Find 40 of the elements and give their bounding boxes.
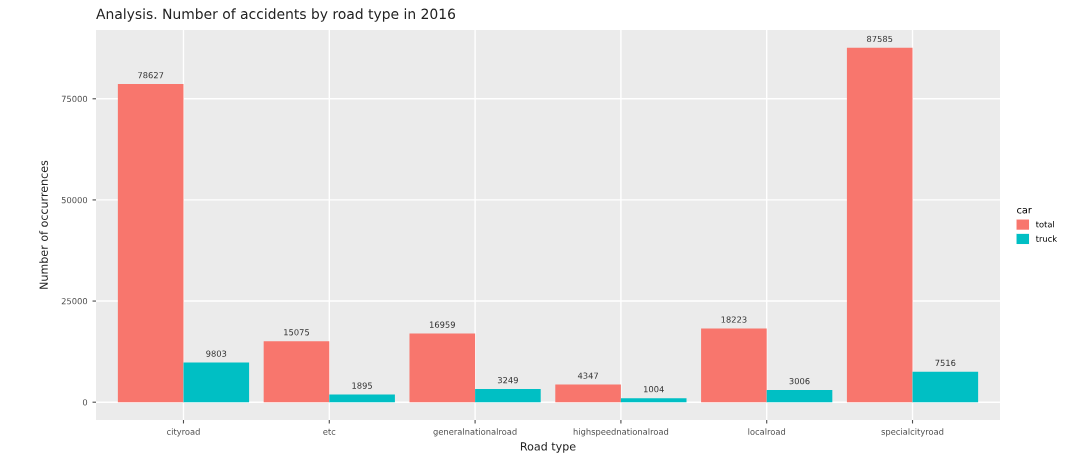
y-tick-label: 25000 (61, 298, 88, 305)
data-label: 7516 (935, 359, 956, 367)
x-tick-label: specialcityroad (881, 428, 944, 437)
bar (555, 384, 621, 403)
data-label: 4347 (577, 372, 598, 379)
legend-label: total (1035, 221, 1054, 228)
data-label: 18223 (721, 316, 747, 323)
data-label: 3006 (789, 377, 810, 385)
bar (475, 389, 541, 403)
data-label: 15075 (284, 329, 310, 336)
chart-title: Analysis. Number of accidents by road type in 2016 (96, 8, 456, 22)
bar (766, 390, 833, 403)
legend-title: car (1017, 207, 1032, 214)
bar (329, 394, 395, 403)
data-label: 78627 (138, 72, 164, 79)
y-tick-label: 0 (82, 399, 88, 406)
bar (263, 341, 330, 403)
bar (117, 84, 184, 403)
x-tick-label: generalnationalroad (433, 428, 517, 437)
y-tick-label: 50000 (61, 196, 88, 204)
bar (620, 398, 687, 403)
data-label: 9803 (206, 350, 227, 357)
data-label: 87585 (867, 35, 893, 43)
data-label: 3249 (497, 376, 518, 384)
x-tick-label: localroad (748, 428, 786, 435)
y-tick-label: 75000 (61, 95, 88, 103)
bar (912, 371, 979, 403)
bar (409, 333, 476, 403)
data-label: 16959 (429, 321, 455, 328)
x-axis-title: Road type (520, 441, 576, 453)
x-tick-label: highspeednationalroad (573, 428, 669, 437)
x-tick-label: cityroad (167, 428, 200, 437)
bar (183, 362, 250, 403)
data-label: 1004 (644, 386, 664, 393)
bar (701, 328, 767, 403)
bar (846, 47, 913, 403)
data-label: 1895 (352, 382, 372, 389)
y-axis-title: Number of occurrences (39, 160, 48, 289)
x-tick-label: etc (323, 428, 336, 435)
legend-label: truck (1035, 235, 1058, 242)
